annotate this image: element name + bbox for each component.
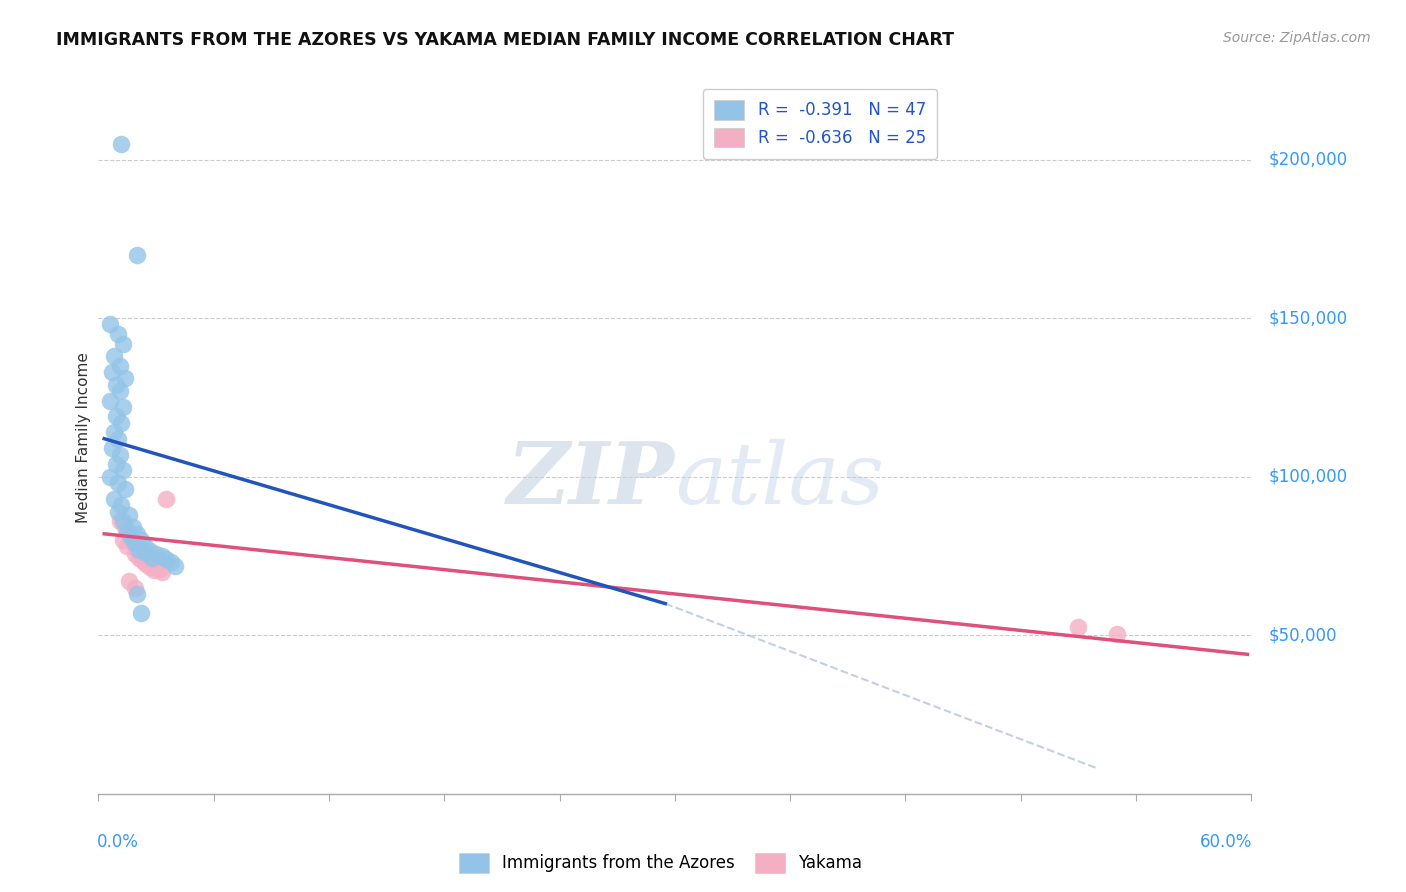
Point [125,587,148,601]
Point [139,560,162,574]
Point [134,540,156,554]
Point [110,136,132,151]
Point [149,562,172,576]
Point [98,469,121,483]
Text: 60.0%: 60.0% [1201,833,1253,851]
Point [125,526,148,541]
Point [120,530,142,544]
Text: ZIP: ZIP [508,438,675,522]
Point [124,581,146,595]
Point [103,349,125,363]
Point [114,371,136,385]
Point [128,550,150,565]
Point [129,546,152,560]
Point [139,544,162,558]
Point [135,546,157,560]
Text: $200,000: $200,000 [1268,151,1348,169]
Point [108,359,131,373]
Point [141,555,163,569]
Point [155,552,177,566]
Point [98,393,121,408]
Point [143,563,166,577]
Point [129,606,152,620]
Point [103,491,125,506]
Point [107,476,129,491]
Point [101,441,124,455]
Point [112,533,135,548]
Point [165,558,187,573]
Point [112,463,135,477]
Point [135,557,157,571]
Text: $50,000: $50,000 [1268,626,1337,644]
Point [145,558,167,573]
Point [129,533,152,548]
Legend: R =  -0.391   N = 47, R =  -0.636   N = 25: R = -0.391 N = 47, R = -0.636 N = 25 [703,88,938,159]
Text: IMMIGRANTS FROM THE AZORES VS YAKAMA MEDIAN FAMILY INCOME CORRELATION CHART: IMMIGRANTS FROM THE AZORES VS YAKAMA MED… [56,31,955,49]
Point [110,498,132,512]
Point [117,540,138,554]
Point [107,432,129,446]
Point [150,565,173,579]
Point [124,536,146,550]
Point [122,536,145,550]
Point [104,377,127,392]
Point [108,448,131,462]
Point [112,514,135,528]
Point [155,491,177,506]
Point [125,542,148,557]
Point [1105,626,1128,640]
Point [141,550,163,565]
Y-axis label: Median Family Income: Median Family Income [76,351,91,523]
Point [131,554,153,568]
Text: $100,000: $100,000 [1268,467,1348,486]
Text: Source: ZipAtlas.com: Source: ZipAtlas.com [1223,31,1371,45]
Point [98,318,121,332]
Point [110,416,132,430]
Point [112,400,135,414]
Point [145,548,167,562]
Point [117,524,138,538]
Point [114,483,136,497]
Point [124,548,146,562]
Legend: Immigrants from the Azores, Yakama: Immigrants from the Azores, Yakama [453,847,869,880]
Point [1067,620,1090,634]
Point [138,552,160,566]
Point [125,248,148,262]
Point [160,555,183,569]
Text: 0.0%: 0.0% [97,833,139,851]
Point [107,505,129,519]
Point [114,520,136,534]
Point [118,508,141,522]
Point [108,514,131,528]
Point [134,549,156,563]
Point [101,365,124,379]
Text: $150,000: $150,000 [1268,310,1348,327]
Point [112,336,135,351]
Point [107,326,129,341]
Point [104,409,127,424]
Point [104,457,127,471]
Point [118,574,141,589]
Point [128,542,150,557]
Point [118,526,141,541]
Point [150,549,173,563]
Text: atlas: atlas [675,439,884,521]
Point [108,384,131,398]
Point [122,520,145,534]
Point [103,425,125,440]
